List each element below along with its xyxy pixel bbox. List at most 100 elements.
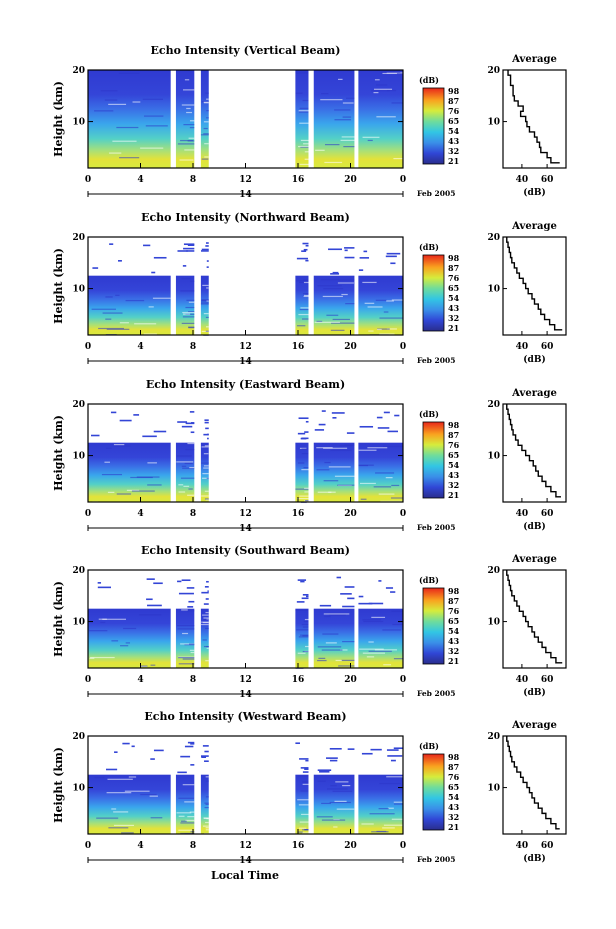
echo-streak (188, 326, 195, 328)
echo-streak (392, 623, 403, 626)
colorbar-tick-label: 76 (448, 440, 460, 450)
echo-streak (187, 816, 195, 818)
echo-streak (324, 144, 340, 146)
echo-streak (304, 491, 309, 493)
echo-streak (299, 308, 309, 311)
y-tick-label: 10 (72, 118, 85, 128)
echo-streak (205, 821, 209, 824)
echo-sparse (332, 271, 339, 274)
echo-streak (204, 156, 209, 158)
echo-streak (303, 281, 309, 284)
x-tick-label: 16 (292, 342, 305, 352)
echo-streak (298, 313, 309, 316)
echo-streak (368, 330, 374, 332)
date-month-year-label: Feb 2005 (417, 189, 455, 198)
echo-sparse (319, 770, 330, 773)
echo-streak (181, 609, 188, 611)
echo-sparse (205, 427, 209, 430)
y-tick-label: 10 (72, 452, 85, 462)
echo-sparse (200, 755, 209, 757)
echo-streak (138, 614, 162, 616)
echo-streak (205, 780, 209, 782)
echo-sparse (188, 600, 195, 603)
echo-streak (181, 465, 187, 467)
colorbar-tick-label: 21 (448, 822, 459, 832)
echo-streak (375, 472, 395, 474)
echo-streak (322, 295, 343, 298)
echo-data-segment (175, 275, 195, 335)
echo-sparse (206, 266, 209, 268)
echo-sparse (332, 417, 337, 419)
average-title: Average (511, 720, 557, 731)
echo-streak (301, 453, 309, 455)
average-title: Average (511, 388, 557, 399)
colorbar (422, 254, 445, 332)
echo-streak (302, 635, 309, 637)
x-tick-label: 4 (137, 342, 143, 352)
echo-streak (379, 333, 395, 335)
echo-streak (183, 485, 190, 487)
echo-streak (206, 646, 209, 648)
average-x-tick-label: 60 (541, 841, 554, 851)
panel-title: Echo Intensity (Westward Beam) (144, 710, 346, 723)
echo-streak (341, 293, 348, 296)
echo-streak (147, 484, 162, 486)
echo-sparse (329, 759, 338, 762)
average-x-tick-label: 60 (541, 675, 554, 685)
echo-sparse (153, 430, 167, 433)
echo-streak (181, 278, 191, 280)
average-frame (502, 569, 567, 669)
average-profile-line (506, 570, 563, 664)
echo-streak (203, 619, 209, 621)
echo-streak (332, 790, 353, 792)
echo-sparse (304, 768, 309, 770)
echo-streak (98, 327, 124, 330)
echo-streak (300, 634, 309, 636)
echo-sparse (358, 595, 364, 598)
x-tick-label: 4 (137, 675, 143, 685)
echo-sparse (340, 593, 352, 595)
echo-sparse (301, 250, 307, 252)
echo-streak (182, 89, 195, 91)
echo-streak (204, 806, 209, 809)
echo-streak (203, 817, 209, 819)
colorbar-tick-label: 98 (448, 86, 460, 96)
echo-streak (367, 306, 383, 308)
echo-streak (302, 626, 309, 628)
echo-streak (206, 300, 209, 302)
echo-streak (105, 296, 113, 298)
echo-streak (203, 467, 209, 469)
echo-streak (368, 641, 374, 643)
echo-data-segment (295, 275, 309, 335)
echo-streak (299, 122, 309, 124)
date-month-year-label: Feb 2005 (417, 689, 455, 698)
echo-streak (305, 500, 309, 502)
echo-streak (189, 127, 195, 129)
echo-data-segment (175, 774, 195, 834)
echo-sparse (185, 422, 195, 425)
echo-streak (206, 117, 209, 119)
echo-streak (204, 143, 209, 145)
echo-streak (303, 466, 309, 469)
echo-streak (330, 449, 352, 452)
echo-sparse (181, 579, 191, 582)
echo-sparse (118, 260, 122, 262)
echo-sparse (187, 741, 195, 744)
echo-streak (115, 294, 120, 296)
echo-sparse (180, 755, 191, 758)
colorbar-tick-label: 32 (448, 146, 459, 156)
echo-streak (183, 124, 195, 126)
x-tick-label: 20 (344, 509, 357, 519)
echo-sparse (203, 433, 209, 436)
echo-sparse (201, 248, 209, 251)
echo-streak (295, 92, 303, 94)
x-tick-label: 12 (239, 509, 252, 519)
average-x-label: (dB) (523, 521, 545, 532)
echo-sparse (386, 252, 401, 255)
echo-streak (391, 610, 403, 612)
echo-sparse (131, 745, 135, 748)
echo-streak (302, 650, 309, 653)
echo-streak (321, 93, 329, 95)
echo-streak (341, 136, 355, 138)
